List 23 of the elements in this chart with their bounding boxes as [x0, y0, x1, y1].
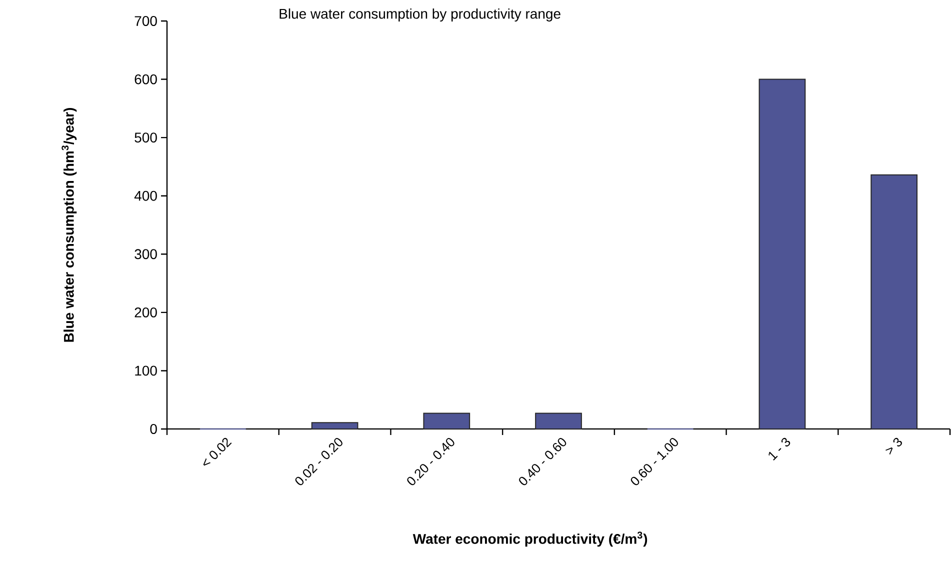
bar: [535, 412, 582, 430]
y-tick-label: 200: [134, 307, 157, 318]
y-tick-label: 100: [135, 366, 157, 376]
y-tick-label: 300: [134, 249, 157, 260]
y-tick-label: 500: [134, 132, 157, 143]
bar: [311, 422, 358, 430]
bar: [758, 78, 806, 430]
y-tick-label: 0: [150, 424, 157, 434]
bar: [870, 174, 918, 430]
x-tick-label: 0.02 - 0.20: [295, 438, 342, 486]
y-tick-label: 400: [134, 190, 157, 201]
x-tick-label: 1 - 3: [768, 438, 790, 460]
x-axis-title: Water economic productivity (€/m$^{3}$): [412, 532, 648, 547]
y-tick-label: 700: [134, 16, 157, 26]
y-tick-label: 600: [134, 74, 157, 84]
x-tick-label: > 3: [885, 438, 902, 455]
chart-title: Blue water consumption by productivity range: [280, 8, 560, 22]
x-tick-label: 0.40 - 0.60: [519, 438, 566, 486]
bar: [423, 412, 470, 430]
x-tick-label: 0.20 - 0.40: [407, 438, 454, 486]
x-tick-label: 0.60 - 1.00: [630, 438, 678, 486]
x-tick-label: < 0.02: [203, 438, 232, 466]
y-axis-title: Blue water consumption (hm$^{3}$/year): [62, 108, 77, 342]
